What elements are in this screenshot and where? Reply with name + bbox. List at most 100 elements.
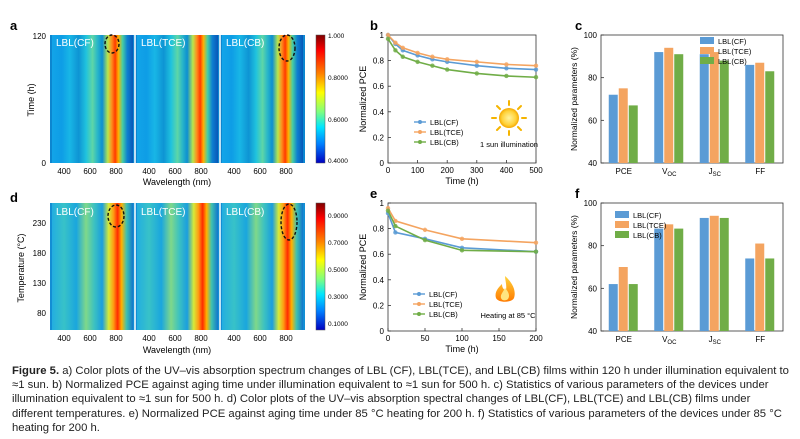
subplot-label-cb: LBL(CB) — [226, 207, 264, 218]
colorbar-tick: 0.5000 — [328, 267, 348, 274]
data-point — [422, 237, 428, 243]
x-tick-label: 800 — [109, 167, 123, 176]
y-axis-label: Temperature (°C) — [16, 233, 26, 302]
panel-b-chart: b 0 0.2 0.4 0.6 0.8 1 0 100 200 300 400 500 Time (h) N… — [358, 18, 543, 186]
data-point — [393, 230, 398, 235]
data-point — [430, 63, 435, 68]
bar — [608, 284, 618, 331]
y-tick-label: 130 — [33, 279, 47, 288]
panel-f-chart: f 40 60 80 100 Normalized parameters (%) PCE VO… — [569, 186, 784, 346]
panel-letter: d — [10, 190, 18, 205]
colorbar-ticks: 0.9000 0.7000 0.5000 0.3000 0.1000 — [328, 213, 348, 328]
data-point — [393, 48, 398, 53]
x-tick-label: 0 — [386, 166, 391, 175]
subplot-label-cb: LBL(CB) — [226, 38, 264, 49]
x-tick-label: JSC — [709, 335, 722, 346]
y-tick-label: 100 — [584, 31, 598, 40]
y-tick-label: 1 — [380, 31, 385, 40]
bar — [745, 64, 755, 163]
legend-swatch — [700, 47, 714, 54]
y-tick-label: 60 — [588, 116, 597, 125]
x-tick-label: 400 — [142, 334, 156, 343]
caption-text: a) Color plots of the UV–vis absorption … — [12, 365, 789, 434]
x-tick-label: 0 — [386, 334, 391, 343]
data-point — [445, 67, 450, 72]
figure-canvas: a LBL(CF) LBL(TCE) LBL(CB) Time (h) 120 … — [10, 18, 784, 355]
subplot-label-cf: LBL(CF) — [56, 38, 94, 49]
y-axis-label: Normalized PCE — [358, 66, 368, 133]
bar — [618, 267, 628, 331]
y-tick-label: 100 — [584, 199, 598, 208]
bar — [628, 284, 638, 331]
data-point — [393, 40, 398, 45]
data-point — [422, 227, 428, 233]
subplot-label-cf: LBL(CF) — [56, 207, 94, 218]
data-point — [445, 57, 450, 62]
heatmap-subplot-cf — [52, 35, 133, 163]
data-point — [504, 73, 509, 79]
data-point — [459, 248, 465, 253]
legend-marker — [418, 140, 422, 144]
data-point — [474, 59, 479, 65]
x-tick-subscript: OC — [667, 340, 677, 346]
data-point — [430, 54, 435, 59]
y-tick-label: 120 — [33, 32, 47, 41]
x-tick-label: 50 — [421, 334, 430, 343]
panel-letter: e — [370, 186, 377, 201]
data-point — [504, 62, 509, 67]
bar — [608, 94, 618, 163]
x-tick-label: FF — [755, 335, 765, 344]
legend-swatch — [700, 37, 714, 44]
x-tick-label: 600 — [253, 334, 267, 343]
legend-swatch — [615, 231, 629, 238]
x-axis-label: Time (h) — [445, 344, 478, 354]
plot-frame — [600, 202, 784, 332]
bar — [765, 71, 775, 163]
panel-a: a LBL(CF) LBL(TCE) LBL(CB) Time (h) 120 … — [10, 18, 348, 187]
subplot-label-tce: LBL(TCE) — [141, 38, 185, 49]
y-tick-label: 0.6 — [373, 250, 385, 259]
legend-label: LBL(CF) — [633, 211, 662, 220]
legend-swatch — [615, 221, 629, 228]
y-tick-label: 80 — [37, 309, 46, 318]
y-tick-label: 80 — [588, 242, 597, 251]
legend-label: LBL(CB) — [429, 310, 458, 319]
legend-marker — [417, 302, 421, 306]
data-point — [393, 223, 398, 229]
x-tick-label: 400 — [142, 167, 156, 176]
x-tick-main: PCE — [616, 167, 632, 176]
x-tick-label: JSC — [709, 167, 722, 178]
data-point — [415, 59, 420, 65]
series-line — [387, 38, 537, 79]
bar — [699, 54, 709, 164]
bar — [674, 54, 684, 164]
legend-label: LBL(CB) — [633, 231, 662, 240]
heatmap-subplot-cf — [52, 203, 133, 330]
figure-caption: Figure 5. a) Color plots of the UV–vis a… — [12, 364, 790, 435]
y-axis-label: Time (h) — [26, 83, 36, 116]
x-tick-label: 600 — [168, 167, 182, 176]
legend-marker — [417, 292, 421, 296]
x-tick-label: 600 — [168, 334, 182, 343]
x-tick-label: 800 — [279, 334, 293, 343]
bar — [628, 105, 638, 163]
panel-d: d LBL(CF) LBL(TCE) LBL(CB) Temperature (… — [10, 190, 348, 355]
dashed-circle-marker — [107, 204, 125, 228]
data-point — [385, 32, 391, 38]
bar — [664, 47, 674, 163]
y-tick-labels: 230 180 130 80 — [33, 219, 47, 318]
x-tick-label: 400 — [227, 334, 241, 343]
x-tick-subscript: OC — [667, 172, 677, 178]
bar — [719, 60, 729, 163]
x-tick-label: 400 — [57, 334, 71, 343]
data-point — [474, 71, 479, 76]
heatmap-subplot-cb — [222, 35, 303, 163]
legend-swatch — [615, 211, 629, 218]
colorbar-tick: 1.000 — [328, 33, 345, 40]
y-tick-label: 0 — [380, 327, 385, 336]
bar — [765, 258, 775, 331]
x-tick-label: PCE — [616, 167, 632, 176]
plot-frame — [600, 34, 784, 164]
panel-letter: c — [575, 18, 582, 33]
series-line — [387, 34, 537, 67]
